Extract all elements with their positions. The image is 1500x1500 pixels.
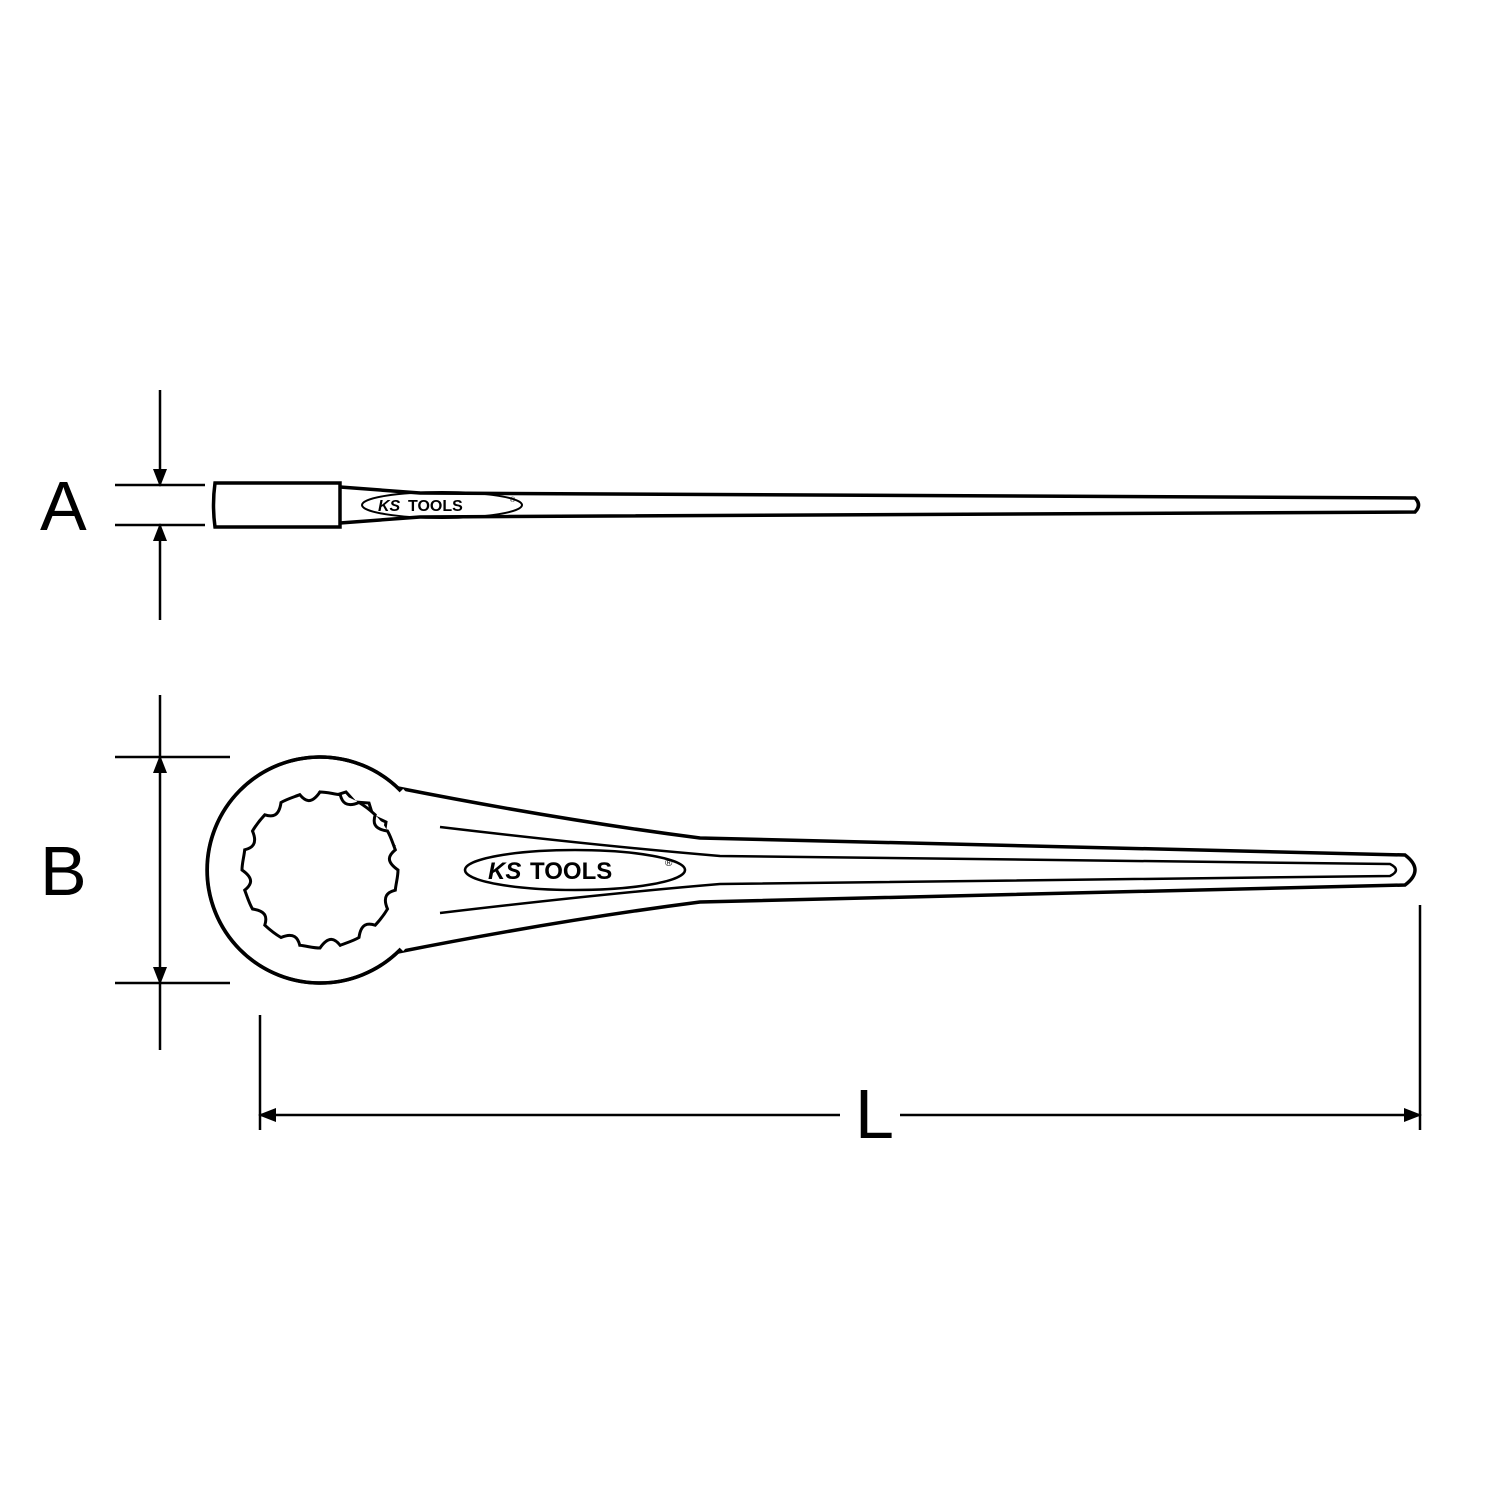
dim-label-A: A [40, 467, 87, 545]
dim-label-B: B [40, 832, 87, 910]
side-head-outline [214, 483, 341, 527]
side-handle-outline [340, 487, 1419, 523]
brand-badge-top: KS TOOLS ® [465, 850, 685, 890]
dim-label-L: L [855, 1075, 894, 1153]
brand-text-side: TOOLS [408, 498, 463, 515]
brand-reg-side: ® [510, 496, 516, 504]
side-view: A KS TOOLS ® [40, 390, 1419, 620]
brand-prefix-side: KS [378, 498, 401, 515]
brand-prefix-top: KS [488, 858, 521, 885]
brand-text-top: TOOLS [530, 858, 612, 885]
brand-badge-side: KS TOOLS ® [362, 492, 522, 518]
brand-reg-top: ® [665, 858, 673, 869]
technical-drawing: A KS TOOLS ® B [0, 0, 1500, 1500]
top-view: B [40, 695, 1420, 1153]
